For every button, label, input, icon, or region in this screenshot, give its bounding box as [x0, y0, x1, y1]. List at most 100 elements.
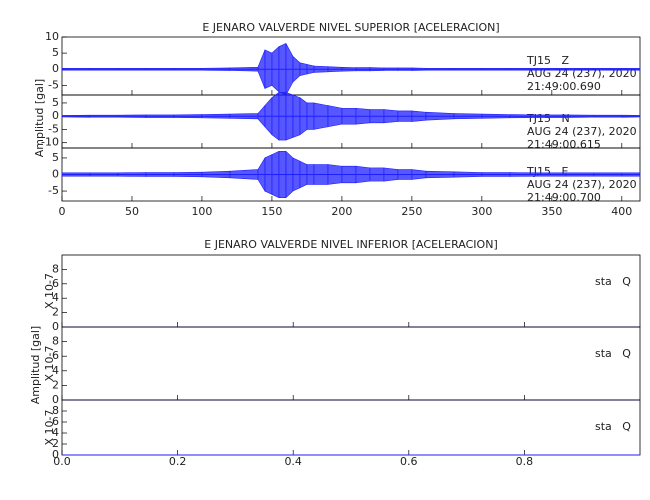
- y-tick-label: 5: [52, 46, 59, 59]
- y-tick-label: -5: [48, 78, 59, 91]
- waveform-envelope: [369, 109, 385, 124]
- waveform-envelope: [61, 67, 91, 71]
- waveform-envelope: [509, 114, 539, 119]
- waveform-envelope: [285, 43, 294, 96]
- waveform-envelope: [278, 151, 287, 198]
- waveform-envelope: [411, 110, 427, 122]
- y-tick-label: 0: [52, 168, 59, 181]
- waveform-envelope: [117, 172, 147, 177]
- waveform-envelope: [509, 172, 539, 177]
- annotation: AUG 24 (237), 2020: [527, 178, 637, 191]
- waveform-envelope: [481, 67, 511, 71]
- waveform-envelope: [61, 172, 91, 177]
- y-tick-label: 6: [52, 349, 59, 362]
- waveform-envelope: [593, 172, 623, 177]
- x-tick-label: 250: [401, 205, 422, 218]
- waveform-envelope: [453, 171, 483, 178]
- waveform-envelope: [411, 67, 427, 71]
- annotation: TJ15 Z: [526, 54, 569, 67]
- waveform-envelope: [264, 96, 273, 136]
- y-tick-label: 4: [52, 426, 59, 439]
- waveform-envelope: [565, 67, 595, 71]
- waveform-envelope: [271, 150, 280, 199]
- waveform-envelope: [411, 169, 427, 180]
- waveform-envelope: [369, 167, 385, 182]
- waveform-envelope: [621, 67, 641, 71]
- waveform-envelope: [201, 67, 231, 71]
- x-tick-label: 300: [471, 205, 492, 218]
- waveform-envelope: [89, 172, 119, 177]
- waveform-envelope: [285, 150, 294, 199]
- annotation: sta Q: [595, 420, 631, 433]
- waveform-envelope: [257, 104, 266, 128]
- waveform-envelope: [271, 91, 280, 141]
- waveform-envelope: [278, 92, 287, 141]
- waveform-envelope: [509, 67, 539, 71]
- y-tick-label: 8: [52, 335, 59, 348]
- y-tick-label: 5: [52, 151, 59, 164]
- waveform-envelope: [257, 49, 266, 89]
- waveform-envelope: [89, 67, 119, 71]
- annotation: TJ15 N: [526, 112, 570, 125]
- annotation: 21:49:00.690: [527, 80, 601, 93]
- waveform-envelope: [173, 67, 203, 71]
- waveform-envelope: [299, 160, 308, 189]
- annotation: 21:49:00.700: [527, 191, 601, 204]
- y-tick-label: 0: [52, 320, 59, 333]
- x-tick-label: 0.8: [516, 455, 534, 468]
- waveform-envelope: [383, 167, 399, 182]
- waveform-envelope: [537, 67, 567, 71]
- waveform-envelope: [292, 55, 301, 83]
- y-tick-label: 0: [52, 109, 59, 122]
- waveform-envelope: [565, 114, 595, 118]
- scale-label: X 10-7: [43, 410, 56, 446]
- waveform-envelope: [453, 67, 483, 71]
- y-tick-label: 0: [52, 448, 59, 461]
- waveform-envelope: [89, 114, 119, 118]
- waveform-envelope: [341, 107, 357, 125]
- waveform-envelope: [453, 113, 483, 120]
- waveform-envelope: [117, 114, 147, 118]
- waveform-envelope: [201, 170, 231, 179]
- waveform-envelope: [229, 169, 259, 180]
- waveform-envelope: [278, 42, 287, 96]
- waveform-envelope: [173, 114, 203, 119]
- y-tick-label: -10: [41, 136, 59, 149]
- y-tick-label: 6: [52, 415, 59, 428]
- y-tick-label: 0: [52, 393, 59, 406]
- waveform-envelope: [313, 102, 329, 130]
- waveform-envelope: [425, 111, 455, 121]
- waveform-envelope: [397, 169, 413, 180]
- waveform-envelope: [327, 66, 343, 73]
- waveform-envelope: [621, 114, 641, 118]
- y-tick-label: 2: [52, 306, 59, 319]
- panel-frame: [61, 326, 641, 401]
- waveform-envelope: [271, 45, 280, 93]
- y-tick-label: 4: [52, 364, 59, 377]
- y-tick-label: 4: [52, 291, 59, 304]
- scale-label: X 10-7: [43, 273, 56, 309]
- y-axis-label: Amplitud [gal]: [33, 79, 46, 157]
- waveform-envelope: [355, 107, 371, 125]
- waveform-envelope: [313, 65, 329, 73]
- waveform-envelope: [292, 94, 301, 138]
- waveform-envelope: [145, 67, 175, 71]
- y-tick-label: -5: [48, 184, 59, 197]
- y-tick-label: 10: [45, 30, 59, 43]
- x-tick-label: 0: [59, 205, 66, 218]
- waveform-envelope: [565, 172, 595, 177]
- x-tick-label: 0.0: [53, 455, 71, 468]
- x-tick-label: 0.6: [400, 455, 418, 468]
- waveform-envelope: [397, 110, 413, 122]
- chart-title: E JENARO VALVERDE NIVEL INFERIOR [ACELER…: [204, 238, 497, 251]
- waveform-envelope: [369, 67, 385, 72]
- y-tick-label: 2: [52, 378, 59, 391]
- waveform-envelope: [481, 172, 511, 177]
- panel-frame: [61, 399, 641, 456]
- waveform-envelope: [145, 172, 175, 177]
- waveform-envelope: [306, 64, 315, 75]
- waveform-envelope: [355, 67, 371, 72]
- annotation: sta Q: [595, 347, 631, 360]
- waveform-envelope: [306, 102, 315, 130]
- waveform-envelope: [229, 66, 259, 72]
